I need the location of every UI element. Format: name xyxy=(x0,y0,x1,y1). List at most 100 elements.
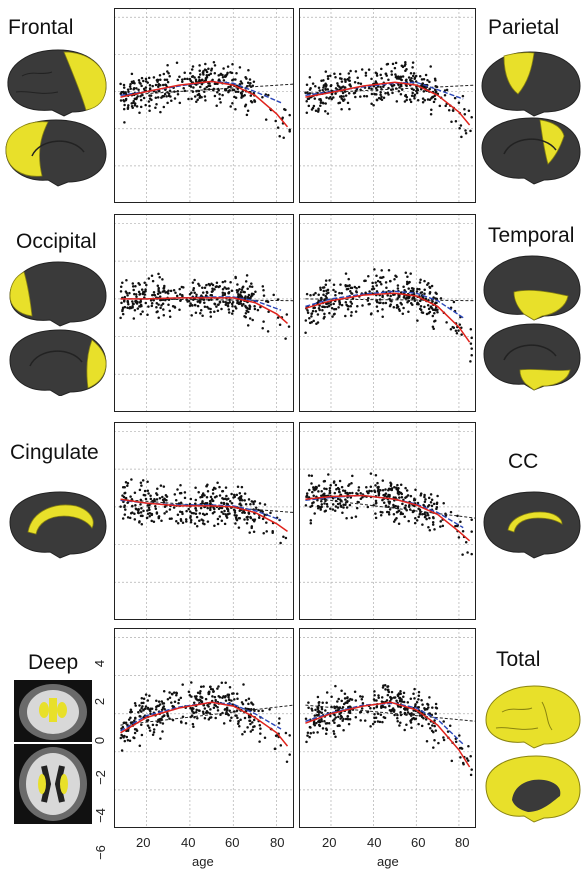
data-point xyxy=(168,691,171,694)
data-point xyxy=(381,720,384,724)
data-point xyxy=(196,300,200,303)
label-cc: CC xyxy=(508,450,539,473)
data-point xyxy=(218,97,221,101)
data-point xyxy=(419,291,423,294)
data-point xyxy=(237,293,240,296)
data-point xyxy=(137,710,140,714)
data-point xyxy=(230,289,234,293)
data-point xyxy=(442,738,446,742)
data-point xyxy=(439,525,442,528)
data-point xyxy=(308,488,311,492)
data-point xyxy=(208,499,212,503)
data-point xyxy=(338,95,342,98)
data-point xyxy=(126,306,129,310)
data-point xyxy=(283,107,286,111)
data-point xyxy=(129,82,132,86)
brain-frontal-lateral xyxy=(7,49,107,117)
data-point xyxy=(334,684,337,688)
data-point xyxy=(374,499,378,503)
data-point xyxy=(424,297,428,301)
data-point xyxy=(223,509,226,513)
data-point xyxy=(235,517,238,521)
brain-deep-axial xyxy=(14,744,92,824)
data-point xyxy=(217,695,220,698)
data-point xyxy=(384,301,388,305)
data-point xyxy=(396,287,400,290)
data-point xyxy=(337,488,341,491)
data-point xyxy=(415,290,419,293)
data-point xyxy=(389,482,393,486)
data-point xyxy=(368,489,371,493)
data-point xyxy=(357,81,360,85)
data-point xyxy=(261,517,265,521)
label-total: Total xyxy=(496,648,541,671)
data-point xyxy=(157,82,161,86)
data-point xyxy=(131,106,134,110)
data-point xyxy=(417,507,420,511)
data-point xyxy=(323,487,326,490)
data-point xyxy=(187,97,190,101)
data-point xyxy=(161,278,164,281)
data-point xyxy=(248,78,252,81)
data-point xyxy=(338,291,341,295)
data-point xyxy=(400,700,404,703)
data-point xyxy=(307,706,310,710)
data-point xyxy=(191,281,195,284)
data-point xyxy=(284,731,288,735)
data-point xyxy=(364,279,367,283)
data-point xyxy=(316,695,320,699)
data-point xyxy=(183,491,187,494)
data-point xyxy=(314,109,318,112)
data-point xyxy=(161,722,165,725)
data-point xyxy=(191,722,195,726)
data-point xyxy=(320,494,323,497)
data-point xyxy=(243,518,246,521)
data-point xyxy=(421,523,424,526)
data-point xyxy=(327,473,330,476)
data-point xyxy=(393,278,396,281)
data-point xyxy=(393,485,396,489)
data-point xyxy=(141,479,145,482)
data-point xyxy=(173,493,177,496)
data-point xyxy=(157,272,160,276)
data-point xyxy=(140,84,143,88)
data-point xyxy=(211,695,214,698)
data-point xyxy=(431,308,435,312)
data-point xyxy=(241,702,245,706)
data-point xyxy=(341,489,345,492)
data-point xyxy=(134,717,137,720)
data-point xyxy=(432,502,436,506)
data-point xyxy=(261,709,264,713)
data-point xyxy=(137,281,140,285)
data-point xyxy=(187,690,191,693)
data-point xyxy=(235,72,238,75)
data-point xyxy=(279,744,283,747)
data-point xyxy=(193,695,197,698)
data-point xyxy=(144,290,147,293)
scatter-points xyxy=(119,60,291,139)
data-point xyxy=(318,98,321,101)
data-point xyxy=(379,93,382,96)
data-point xyxy=(144,288,147,291)
data-point xyxy=(142,697,146,700)
fit-red-line xyxy=(120,80,289,128)
data-point xyxy=(347,699,350,702)
data-point xyxy=(425,739,429,743)
data-point xyxy=(239,718,242,722)
data-point xyxy=(246,726,249,729)
data-point xyxy=(154,106,157,110)
data-point xyxy=(157,316,160,320)
data-point xyxy=(370,92,374,96)
data-point xyxy=(399,83,403,87)
data-point xyxy=(432,100,436,104)
data-point xyxy=(336,502,340,506)
data-point xyxy=(404,504,407,507)
data-point xyxy=(344,498,347,501)
data-point xyxy=(241,732,244,736)
data-point xyxy=(124,98,128,102)
data-point xyxy=(166,63,169,67)
data-point xyxy=(375,290,379,293)
data-point xyxy=(410,94,414,98)
data-point xyxy=(395,486,398,489)
data-point xyxy=(405,98,408,102)
